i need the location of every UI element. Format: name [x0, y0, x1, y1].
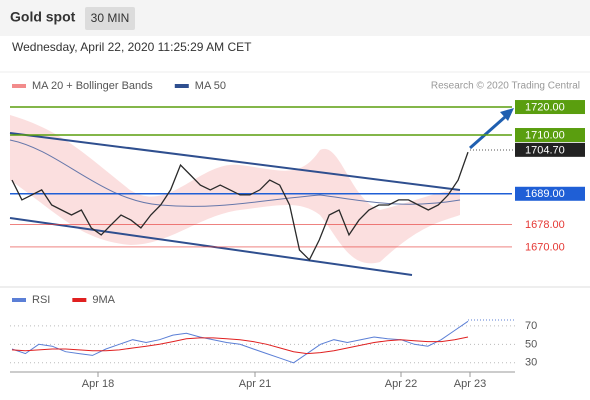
- y-tick-label: 50: [525, 338, 537, 350]
- level-box: [515, 100, 585, 115]
- channel-line: [9, 132, 461, 191]
- legend-swatch: [12, 84, 26, 88]
- legend-label: 9MA: [92, 294, 115, 306]
- y-tick-label: 70: [525, 320, 537, 332]
- legend-swatch: [72, 298, 87, 302]
- level-label: 1670.00: [525, 241, 565, 253]
- price-line: [11, 151, 469, 261]
- x-tick-label: Apr 23: [454, 378, 486, 390]
- rsi-line: [11, 336, 469, 355]
- forecast-arrow: [469, 115, 506, 150]
- rsi-line: [11, 320, 469, 364]
- legend-swatch: [174, 84, 189, 88]
- timeframe-badge[interactable]: [85, 7, 135, 30]
- source: Research © 2020 Trading Central: [431, 81, 580, 92]
- level-label: 1678.00: [525, 219, 565, 231]
- level-label: 1720.00: [525, 101, 565, 113]
- arrow-head: [500, 108, 514, 121]
- legend-swatch: [12, 298, 26, 302]
- date: Wednesday, April 22, 2020 11:25:29 AM CE…: [12, 40, 252, 54]
- legend-label: MA 20 + Bollinger Bands: [32, 80, 153, 92]
- y-tick-label: 30: [525, 357, 537, 369]
- level-label: 1689.00: [525, 188, 565, 200]
- level-label: 1710.00: [525, 129, 565, 141]
- legend-label: RSI: [32, 294, 50, 306]
- x-tick-label: Apr 22: [385, 378, 417, 390]
- x-tick-label: Apr 21: [239, 378, 271, 390]
- level-box: [515, 142, 585, 157]
- legend-label: MA 50: [195, 80, 226, 92]
- ma50-line: [9, 139, 461, 207]
- level-box: [515, 128, 585, 143]
- x-tick-label: Apr 18: [82, 378, 114, 390]
- timeframe[interactable]: 30 MIN: [91, 11, 130, 25]
- level-box: [515, 186, 585, 201]
- channel-line: [9, 217, 413, 276]
- title: Gold spot: [10, 9, 76, 25]
- level-label: 1704.70: [525, 144, 565, 156]
- bollinger-band: [10, 115, 460, 264]
